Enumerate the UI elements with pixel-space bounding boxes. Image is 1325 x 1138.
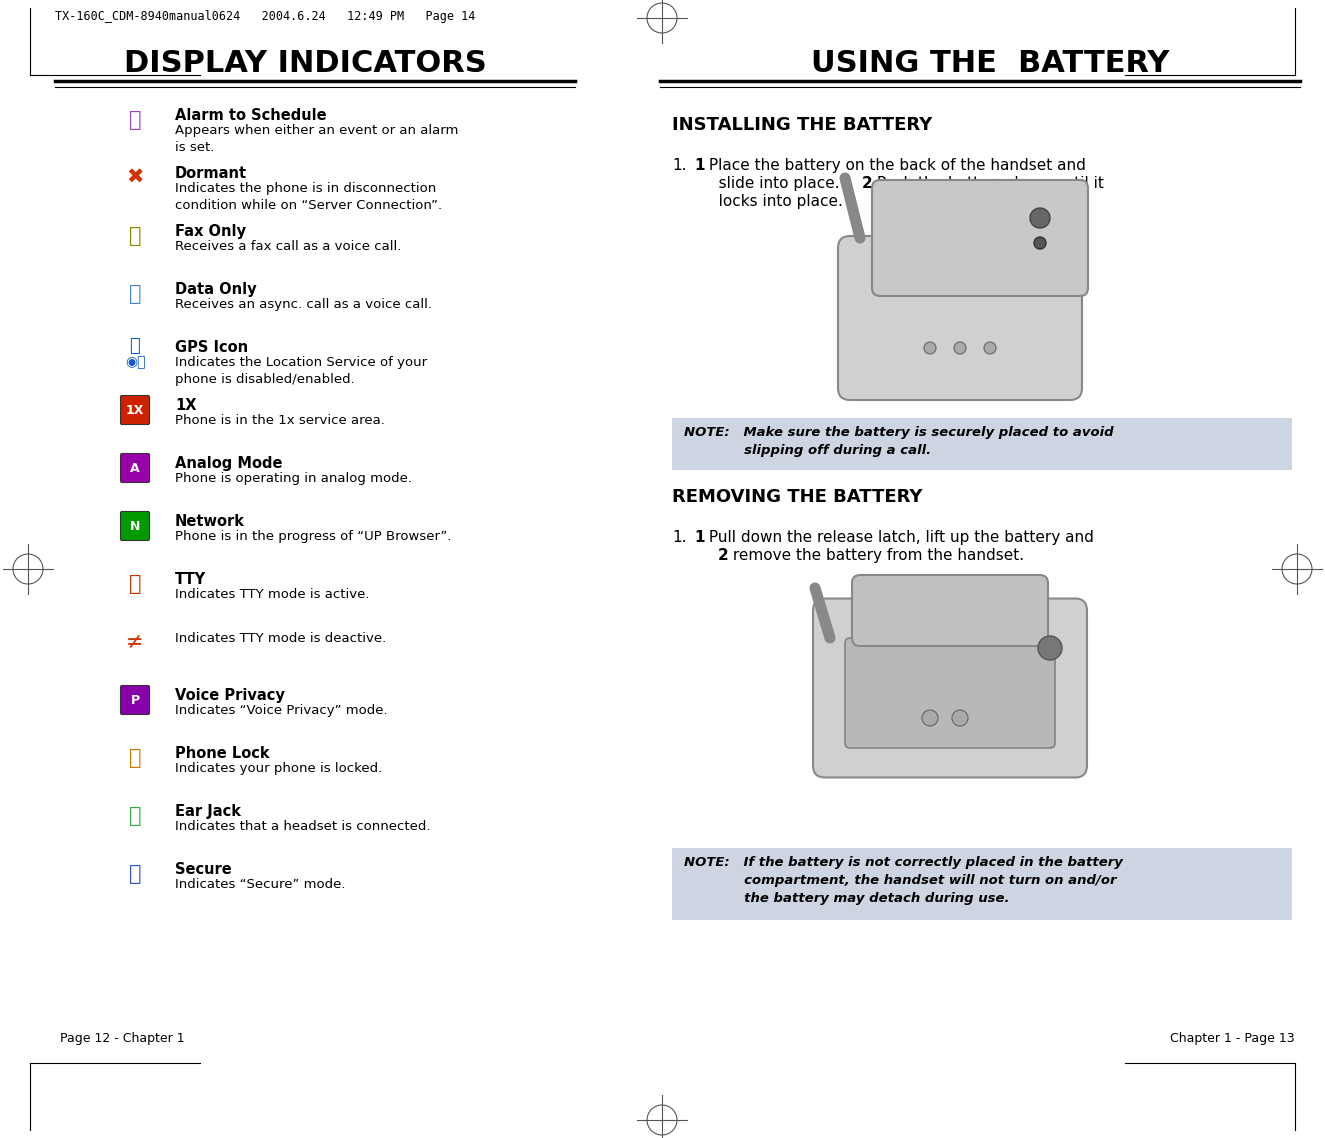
Text: 🎧: 🎧 <box>129 806 142 826</box>
Text: Phone is in the progress of “UP Browser”.: Phone is in the progress of “UP Browser”… <box>175 530 452 543</box>
FancyBboxPatch shape <box>872 180 1088 296</box>
FancyBboxPatch shape <box>837 236 1083 399</box>
Circle shape <box>984 343 996 354</box>
Text: Receives an async. call as a voice call.: Receives an async. call as a voice call. <box>175 298 432 311</box>
Text: Network: Network <box>175 514 245 529</box>
Text: 2: 2 <box>718 549 729 563</box>
Text: Indicates the Location Service of your
phone is disabled/enabled.: Indicates the Location Service of your p… <box>175 356 427 386</box>
Text: Indicates your phone is locked.: Indicates your phone is locked. <box>175 762 382 775</box>
Text: 1.: 1. <box>672 530 686 545</box>
Text: Voice Privacy: Voice Privacy <box>175 688 285 703</box>
Circle shape <box>922 710 938 726</box>
Text: ✖: ✖ <box>126 168 143 188</box>
Text: 1: 1 <box>694 158 705 173</box>
FancyBboxPatch shape <box>121 511 150 541</box>
Circle shape <box>1037 636 1063 660</box>
Text: Place the battery on the back of the handset and: Place the battery on the back of the han… <box>704 158 1086 173</box>
Text: NOTE:   If the battery is not correctly placed in the battery
             compa: NOTE: If the battery is not correctly pl… <box>684 856 1122 905</box>
Text: ◉⧗: ◉⧗ <box>125 355 146 369</box>
Text: Data Only: Data Only <box>175 282 257 297</box>
Text: 📁: 📁 <box>129 284 142 304</box>
FancyBboxPatch shape <box>814 599 1086 777</box>
Text: 🖨: 🖨 <box>129 226 142 246</box>
Text: Pull down the release latch, lift up the battery and: Pull down the release latch, lift up the… <box>704 530 1094 545</box>
Text: Appears when either an event or an alarm
is set.: Appears when either an event or an alarm… <box>175 124 458 154</box>
FancyBboxPatch shape <box>672 418 1292 470</box>
Text: TTY: TTY <box>175 572 207 587</box>
Text: Push the battery down until it: Push the battery down until it <box>872 176 1104 191</box>
Text: Indicates TTY mode is deactive.: Indicates TTY mode is deactive. <box>175 632 387 645</box>
FancyBboxPatch shape <box>852 575 1048 646</box>
Text: 2: 2 <box>863 176 873 191</box>
Text: locks into place.: locks into place. <box>704 193 843 209</box>
Text: Ear Jack: Ear Jack <box>175 805 241 819</box>
Text: Secure: Secure <box>175 861 232 877</box>
FancyBboxPatch shape <box>121 454 150 483</box>
Text: INSTALLING THE BATTERY: INSTALLING THE BATTERY <box>672 116 933 134</box>
Text: NOTE:   Make sure the battery is securely placed to avoid
             slipping : NOTE: Make sure the battery is securely … <box>684 426 1113 457</box>
Text: Analog Mode: Analog Mode <box>175 456 282 471</box>
Text: slide into place.: slide into place. <box>704 176 844 191</box>
Text: Indicates the phone is in disconnection
condition while on “Server Connection”.: Indicates the phone is in disconnection … <box>175 182 443 212</box>
Text: Phone Lock: Phone Lock <box>175 747 269 761</box>
Text: Phone is in the 1x service area.: Phone is in the 1x service area. <box>175 414 384 427</box>
Text: 🔑: 🔑 <box>129 864 142 884</box>
Text: Page 12 - Chapter 1: Page 12 - Chapter 1 <box>60 1032 184 1045</box>
Text: Alarm to Schedule: Alarm to Schedule <box>175 108 327 123</box>
Text: Chapter 1 - Page 13: Chapter 1 - Page 13 <box>1170 1032 1295 1045</box>
Circle shape <box>951 710 969 726</box>
Circle shape <box>954 343 966 354</box>
Text: 1X: 1X <box>175 398 196 413</box>
Text: Indicates TTY mode is active.: Indicates TTY mode is active. <box>175 588 370 601</box>
FancyBboxPatch shape <box>121 685 150 715</box>
Text: Phone is operating in analog mode.: Phone is operating in analog mode. <box>175 472 412 485</box>
Text: Indicates “Voice Privacy” mode.: Indicates “Voice Privacy” mode. <box>175 704 388 717</box>
Text: 1.: 1. <box>672 158 686 173</box>
Text: P: P <box>130 693 139 707</box>
Text: 1X: 1X <box>126 404 144 417</box>
Circle shape <box>1034 237 1045 249</box>
Text: ⩶: ⩶ <box>129 574 142 594</box>
Text: ⭙: ⭙ <box>130 337 140 355</box>
FancyBboxPatch shape <box>672 848 1292 920</box>
Text: N: N <box>130 520 140 533</box>
Text: REMOVING THE BATTERY: REMOVING THE BATTERY <box>672 488 922 506</box>
Text: TX-160C_CDM-8940manual0624   2004.6.24   12:49 PM   Page 14: TX-160C_CDM-8940manual0624 2004.6.24 12:… <box>56 9 476 23</box>
Text: GPS Icon: GPS Icon <box>175 340 248 355</box>
Text: remove the battery from the handset.: remove the battery from the handset. <box>727 549 1024 563</box>
Text: 1: 1 <box>694 530 705 545</box>
FancyBboxPatch shape <box>845 638 1055 748</box>
Text: Receives a fax call as a voice call.: Receives a fax call as a voice call. <box>175 240 401 253</box>
Text: Indicates that a headset is connected.: Indicates that a headset is connected. <box>175 820 431 833</box>
Text: Fax Only: Fax Only <box>175 224 246 239</box>
Text: ⏰: ⏰ <box>129 110 142 130</box>
Text: Dormant: Dormant <box>175 166 248 181</box>
Text: 🔒: 🔒 <box>129 748 142 768</box>
Circle shape <box>924 343 935 354</box>
Text: Indicates “Secure” mode.: Indicates “Secure” mode. <box>175 879 346 891</box>
Circle shape <box>1030 208 1049 228</box>
Text: ≠: ≠ <box>126 632 143 652</box>
Text: DISPLAY INDICATORS: DISPLAY INDICATORS <box>123 49 486 79</box>
Text: A: A <box>130 462 140 475</box>
FancyBboxPatch shape <box>121 396 150 424</box>
Text: USING THE  BATTERY: USING THE BATTERY <box>811 49 1169 79</box>
